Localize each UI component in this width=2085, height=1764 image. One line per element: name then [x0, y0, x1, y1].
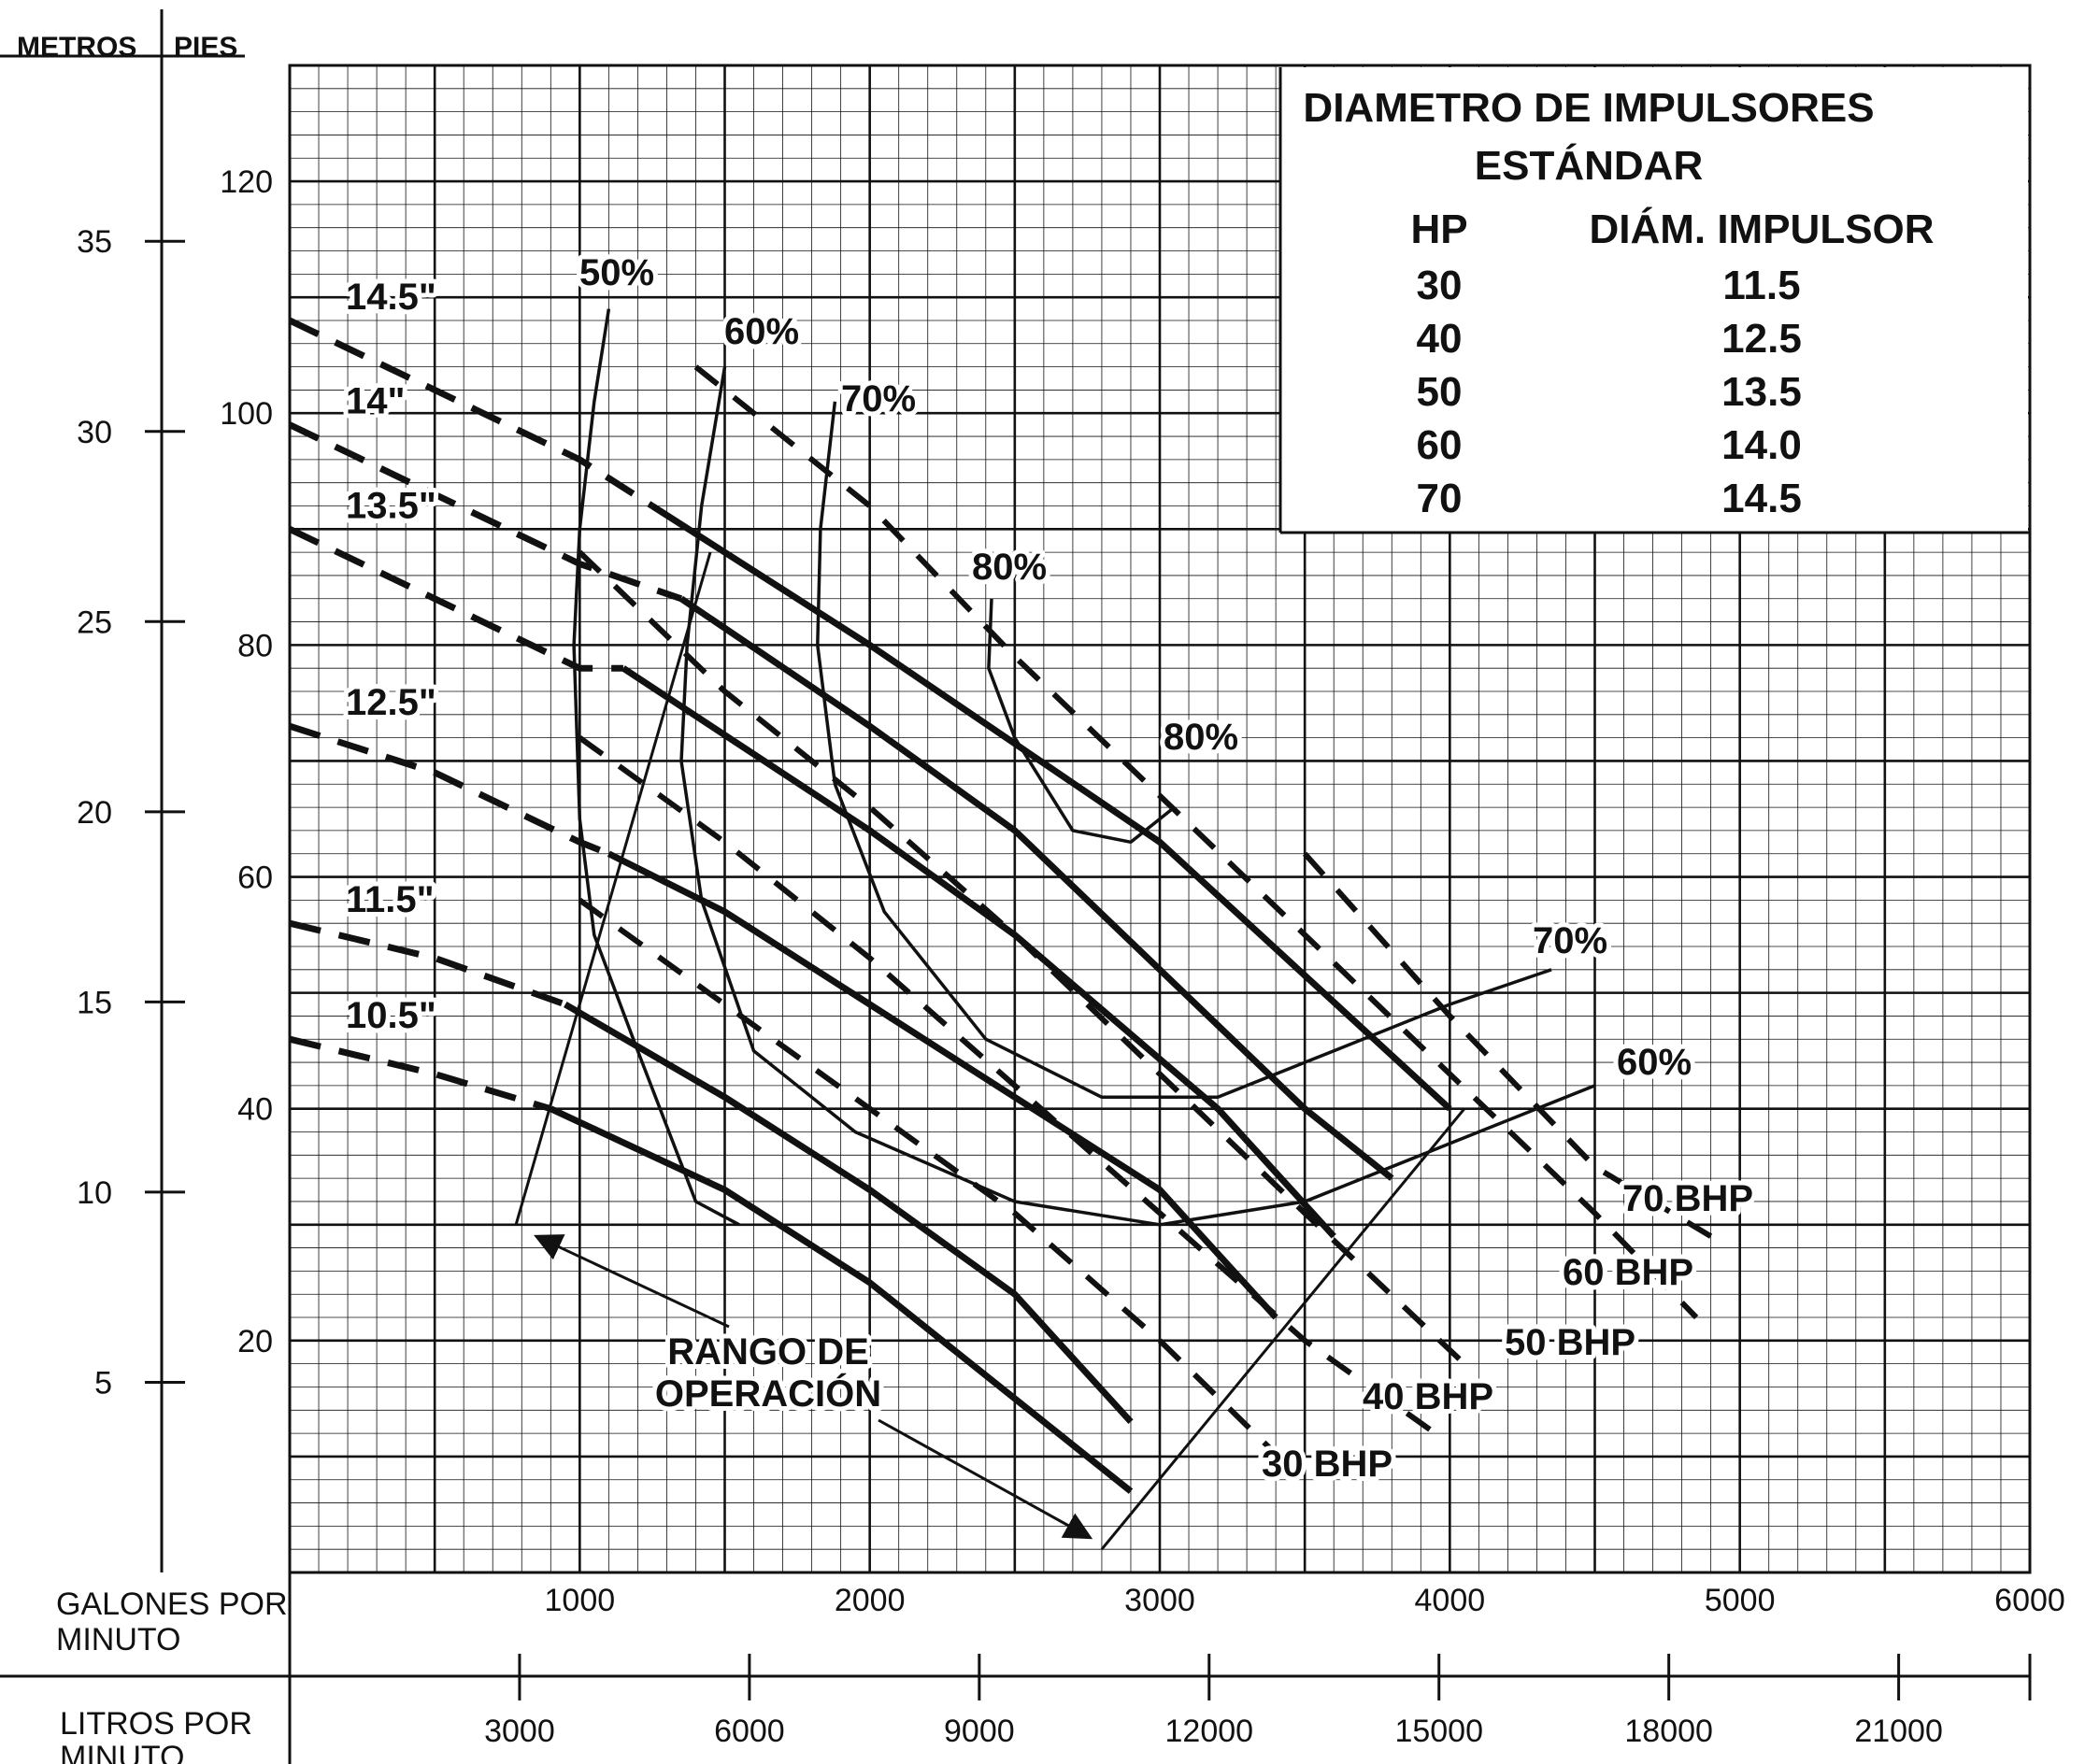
chart-labels: METROS PIES 20 40 60 80 100 120 5 10 15 20 25 30 35 100… [17, 32, 2065, 1764]
meters-tick-label: 15 [77, 985, 112, 1020]
lpm-axis-label: MINUTO [60, 1740, 184, 1764]
feet-tick-label: 80 [237, 628, 273, 663]
gpm-tick-label: 6000 [1994, 1583, 2065, 1618]
operating-range-label: OPERACIÓN [655, 1372, 881, 1415]
feet-axis-label: PIES [174, 32, 237, 63]
efficiency-label: 60% [1617, 1042, 1692, 1083]
operating-range-left [514, 551, 712, 1226]
feet-tick-label: 100 [220, 396, 273, 432]
lpm-tick-label: 18000 [1624, 1714, 1713, 1749]
bhp-label: 40 BHP [1363, 1376, 1493, 1417]
legend-title: ESTÁNDAR [1475, 142, 1703, 189]
lpm-tick-label: 12000 [1165, 1714, 1254, 1749]
legend-hp-value: 50 [1417, 369, 1463, 415]
impeller-curve [621, 665, 1336, 1239]
efficiency-curve [987, 598, 1176, 845]
impeller-curve [679, 595, 1394, 1181]
bhp-label: 60 BHP [1563, 1252, 1693, 1293]
gpm-axis-label: GALONES POR [56, 1586, 288, 1622]
impeller-curve-dashed [288, 317, 654, 509]
bhp-label: 50 BHP [1505, 1322, 1635, 1363]
impeller-curve [607, 850, 1278, 1320]
feet-tick-label: 40 [237, 1092, 273, 1128]
impeller-curve [549, 1105, 1134, 1494]
impeller-curve-dashed [288, 526, 623, 672]
efficiency-label: 80% [1164, 717, 1238, 758]
chart-axes [0, 9, 2032, 1764]
legend-diameter-value: 14.5 [1721, 476, 1802, 521]
meters-tick-label: 5 [94, 1365, 112, 1401]
efficiency-label: 60% [724, 311, 799, 352]
efficiency-label: 70% [1533, 920, 1607, 961]
efficiency-label: 50% [579, 252, 654, 293]
bhp-label: 30 BHP [1262, 1444, 1392, 1485]
bhp-line [578, 735, 1437, 1436]
feet-tick-label: 60 [237, 861, 273, 896]
lpm-tick-label: 21000 [1854, 1714, 1943, 1749]
bhp-line [693, 364, 1699, 1320]
legend-diameter-value: 14.0 [1721, 422, 1802, 468]
legend-title: DIAMETRO DE IMPULSORES [1303, 85, 1874, 131]
legend-hp-value: 40 [1417, 316, 1463, 362]
legend-hp-value: 60 [1417, 422, 1463, 468]
impeller-curve [650, 503, 1452, 1112]
feet-tick-label: 20 [237, 1324, 273, 1359]
impeller-curve-dashed [288, 722, 610, 857]
efficiency-curve [572, 308, 740, 1227]
plot-border [288, 64, 2032, 1574]
efficiency-curve [816, 401, 1552, 1100]
meters-tick-label: 10 [77, 1175, 112, 1211]
lpm-tick-label: 15000 [1394, 1714, 1483, 1749]
bhp-label: 70 BHP [1622, 1178, 1753, 1219]
legend-diameter-value: 13.5 [1721, 369, 1802, 415]
efficiency-label: 70% [841, 378, 916, 420]
operating-range-arrow [534, 1234, 730, 1329]
impeller-label: 14" [346, 381, 405, 422]
meters-tick-label: 30 [77, 415, 112, 450]
legend-header: DIÁM. IMPULSOR [1589, 206, 1934, 252]
gpm-axis-label: MINUTO [56, 1622, 180, 1657]
bhp-line [1302, 851, 1713, 1239]
chart-curves [288, 308, 1713, 1551]
meters-tick-label: 20 [77, 795, 112, 831]
legend-box [1280, 67, 2028, 533]
legend-hp-value: 30 [1417, 263, 1463, 308]
legend-diameter-value: 12.5 [1721, 316, 1802, 362]
lpm-tick-label: 6000 [714, 1714, 785, 1749]
bhp-line [578, 549, 1466, 1366]
gpm-tick-label: 3000 [1124, 1583, 1195, 1618]
meters-tick-label: 25 [77, 605, 112, 640]
efficiency-label: 80% [972, 547, 1047, 588]
legend-diameter-value: 11.5 [1722, 263, 1800, 308]
impeller-label: 13.5" [346, 485, 436, 526]
operating-range-arrow [878, 1418, 1093, 1540]
lpm-tick-label: 3000 [484, 1714, 555, 1749]
impeller-curve-dashed [288, 421, 683, 603]
impeller-curve [564, 1001, 1134, 1425]
gpm-tick-label: 2000 [835, 1583, 906, 1618]
operating-range-right [1100, 1107, 1466, 1551]
gpm-tick-label: 5000 [1705, 1583, 1776, 1618]
meters-tick-label: 35 [77, 224, 112, 260]
operating-range-label: RANGO DE [667, 1331, 869, 1373]
bhp-line [578, 897, 1292, 1471]
impeller-label: 12.5" [346, 682, 436, 723]
feet-tick-label: 120 [220, 164, 273, 200]
impeller-label: 10.5" [346, 995, 436, 1036]
meters-axis-label: METROS [17, 32, 136, 63]
gpm-tick-label: 4000 [1415, 1583, 1486, 1618]
legend-header: HP [1410, 206, 1467, 252]
impeller-label: 11.5" [346, 879, 435, 920]
gpm-tick-label: 1000 [545, 1583, 616, 1618]
legend-hp-value: 70 [1417, 476, 1463, 521]
lpm-tick-label: 9000 [944, 1714, 1015, 1749]
impeller-curve-dashed [289, 1035, 552, 1113]
lpm-axis-label: LITROS POR [60, 1706, 252, 1742]
impeller-label: 14.5" [346, 277, 436, 318]
